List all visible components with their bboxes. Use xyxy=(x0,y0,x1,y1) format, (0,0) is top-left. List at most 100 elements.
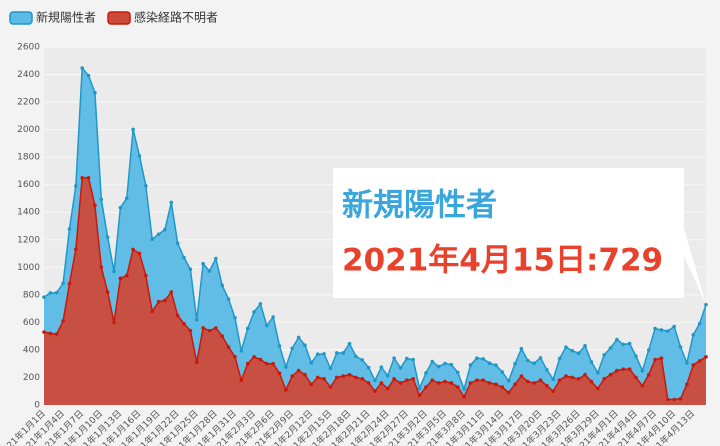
point xyxy=(532,361,536,366)
point xyxy=(42,295,46,299)
point xyxy=(360,377,365,381)
point xyxy=(137,154,142,158)
point xyxy=(532,381,536,385)
y-tick-label: 2200 xyxy=(17,98,40,108)
point xyxy=(239,349,244,353)
point xyxy=(385,386,390,391)
legend-swatch xyxy=(9,11,33,25)
point xyxy=(417,393,422,398)
point xyxy=(455,370,460,375)
point xyxy=(545,367,549,372)
point xyxy=(519,374,524,378)
point xyxy=(194,360,199,365)
point xyxy=(430,359,435,364)
legend-label: 感染経路不明者 xyxy=(134,10,218,25)
point xyxy=(436,364,441,369)
point xyxy=(182,255,186,260)
point xyxy=(175,313,180,318)
point xyxy=(691,363,696,367)
point xyxy=(468,363,473,367)
point xyxy=(264,323,269,328)
point xyxy=(74,184,78,188)
point xyxy=(188,328,193,333)
y-tick-label: 1200 xyxy=(17,235,40,245)
point xyxy=(258,357,263,362)
point xyxy=(214,326,218,330)
tooltip-box xyxy=(333,168,684,298)
point xyxy=(608,346,613,350)
point xyxy=(697,321,702,326)
point xyxy=(494,382,498,387)
y-tick-label: 2600 xyxy=(17,43,40,53)
point xyxy=(506,390,511,395)
point xyxy=(207,269,212,273)
point xyxy=(93,203,97,208)
point xyxy=(264,361,269,366)
tooltip-label: 2021年4月15日:729 xyxy=(342,243,663,279)
point xyxy=(144,183,148,188)
point xyxy=(475,378,479,383)
point xyxy=(360,358,365,362)
point xyxy=(226,345,231,349)
point xyxy=(124,196,129,200)
point xyxy=(245,361,250,366)
point xyxy=(392,356,396,360)
point xyxy=(48,331,53,336)
point xyxy=(303,343,307,348)
point xyxy=(564,345,568,349)
point xyxy=(672,397,676,402)
point xyxy=(277,371,282,376)
point xyxy=(137,251,142,256)
point xyxy=(443,361,447,366)
point xyxy=(277,344,282,348)
y-tick-label: 1800 xyxy=(17,153,40,163)
point xyxy=(112,269,116,274)
point xyxy=(576,377,581,381)
point xyxy=(455,385,460,389)
point xyxy=(551,389,556,394)
point xyxy=(48,291,53,295)
point xyxy=(131,127,135,132)
point xyxy=(398,366,403,370)
y-tick-label: 600 xyxy=(23,318,40,328)
point xyxy=(621,342,626,347)
point xyxy=(589,379,594,384)
point xyxy=(602,377,606,381)
y-tick-label: 0 xyxy=(34,401,40,411)
point xyxy=(93,90,97,95)
point xyxy=(487,361,492,365)
point xyxy=(608,372,613,377)
tooltip-pointer xyxy=(682,222,706,304)
point xyxy=(252,310,256,314)
point xyxy=(322,352,326,356)
point xyxy=(398,381,403,385)
point xyxy=(99,265,104,270)
point xyxy=(335,351,339,355)
point xyxy=(481,357,486,361)
point xyxy=(615,337,619,342)
point xyxy=(691,332,696,337)
point xyxy=(182,321,186,326)
point xyxy=(315,352,320,356)
point xyxy=(335,375,339,380)
point xyxy=(354,375,358,380)
point xyxy=(61,319,65,323)
point xyxy=(685,361,689,365)
point xyxy=(163,298,167,303)
point xyxy=(124,273,129,278)
point xyxy=(163,227,167,232)
point xyxy=(188,267,193,272)
point xyxy=(583,343,587,348)
point xyxy=(634,375,638,380)
point xyxy=(525,358,530,363)
point xyxy=(405,356,409,361)
point xyxy=(595,386,600,391)
point xyxy=(296,335,301,340)
point xyxy=(54,332,59,336)
point xyxy=(570,348,575,353)
point xyxy=(627,367,632,372)
point xyxy=(309,360,314,365)
point xyxy=(214,256,218,261)
point xyxy=(290,374,295,378)
point xyxy=(449,381,454,385)
